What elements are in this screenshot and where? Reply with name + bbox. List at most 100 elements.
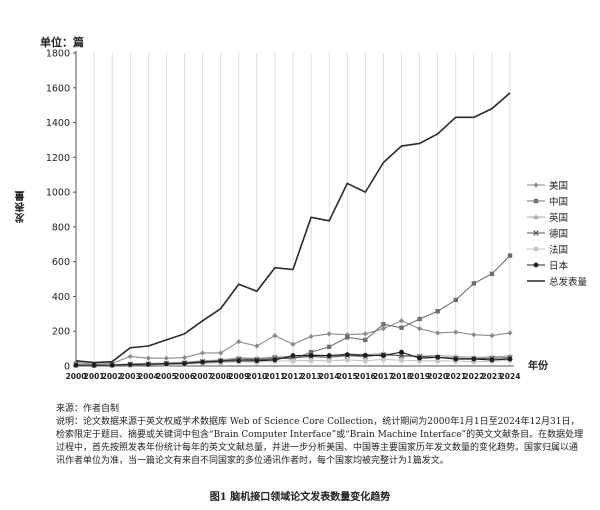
legend-label: 法国: [549, 245, 569, 256]
y-tick-label: 600: [52, 257, 70, 268]
x-tick-label: 2003: [120, 372, 141, 381]
data-point: [435, 358, 440, 363]
data-point: [326, 331, 332, 337]
legend-item: 总发表量: [527, 273, 587, 289]
data-point: [417, 316, 422, 322]
x-tick-label: 2019: [409, 372, 430, 381]
data-point: [200, 359, 205, 365]
legend-swatch: [527, 246, 545, 252]
data-point: [398, 318, 405, 324]
data-point: [435, 330, 441, 336]
data-point: [507, 330, 513, 336]
y-tick-label: 1600: [46, 83, 70, 94]
legend-swatch-marker: [533, 262, 539, 268]
x-tick-label: 2005: [156, 372, 177, 381]
data-point: [489, 271, 495, 277]
x-tick-label: 2012: [283, 372, 304, 381]
data-point: [507, 356, 513, 362]
legend-swatch: [527, 280, 545, 282]
legend-item: 德国: [527, 225, 587, 241]
data-point: [326, 344, 332, 350]
data-point: [363, 358, 368, 363]
data-point: [236, 358, 242, 364]
x-tick-label: 2010: [246, 372, 267, 381]
data-point: [399, 349, 404, 355]
legend-swatch-marker: [533, 182, 539, 188]
data-point: [127, 362, 133, 368]
x-tick-label: 2017: [373, 372, 394, 381]
data-point: [362, 331, 368, 337]
x-tick-label: 2018: [391, 372, 412, 381]
grid-lines: [75, 53, 511, 366]
data-point: [326, 353, 332, 358]
data-point: [127, 353, 133, 360]
legend-item: 法国: [527, 241, 587, 257]
series-5: [73, 349, 513, 368]
x-tick-label: 2020: [427, 372, 448, 381]
legend-swatch-marker: [533, 198, 539, 204]
data-point: [416, 326, 423, 332]
legend-label: 中国: [549, 197, 569, 208]
legend-label: 美国: [549, 181, 569, 192]
data-point: [435, 354, 441, 360]
data-point: [489, 357, 495, 363]
source-note: 来源：作者自制: [56, 404, 120, 414]
y-tick-label: 1800: [46, 49, 70, 60]
data-point: [164, 361, 169, 367]
data-point: [399, 358, 404, 363]
legend-label: 英国: [549, 213, 569, 224]
legend-swatch-marker: [533, 214, 539, 220]
legend-swatch: [527, 214, 545, 220]
data-point: [254, 343, 260, 349]
x-tick-label: 2001: [84, 372, 105, 381]
data-point: [290, 353, 296, 358]
data-point: [345, 335, 350, 340]
data-point: [145, 355, 151, 361]
data-point: [345, 357, 350, 363]
data-point: [290, 358, 296, 363]
legend-label: 总发表量: [549, 277, 588, 288]
x-tick-label: 2000: [66, 372, 87, 381]
data-point: [417, 358, 422, 363]
legend-item: 中国: [527, 193, 587, 209]
legend-swatch: [527, 230, 545, 236]
series-line: [75, 92, 511, 364]
data-point: [507, 253, 513, 258]
x-tick-label: 2009: [228, 372, 249, 381]
legend-swatch-marker: [533, 246, 539, 252]
x-tick-label: 2004: [138, 372, 159, 381]
legend-item: 日本: [527, 257, 587, 273]
x-tick-label: 2015: [337, 372, 358, 381]
data-point: [363, 337, 368, 343]
data-point: [398, 352, 405, 359]
legend-item: 英国: [527, 209, 587, 225]
legend-swatch: [527, 182, 545, 188]
x-tick-label: 2014: [319, 372, 340, 381]
data-point: [290, 341, 296, 347]
data-point: [308, 349, 314, 355]
data-point: [308, 353, 314, 358]
unit-label: 单位：篇: [40, 36, 84, 49]
series-group: [73, 92, 513, 368]
x-tick-label: 2016: [355, 372, 376, 381]
x-tick-label: 2022: [463, 372, 484, 381]
legend-swatch: [527, 198, 545, 204]
data-point: [326, 358, 332, 363]
data-point: [381, 353, 386, 358]
y-tick-label: 1200: [46, 153, 70, 164]
data-point: [218, 350, 224, 356]
legend: 美国中国英国德国法国 日本总发表量: [527, 177, 587, 289]
y-tick-label: 200: [52, 327, 70, 338]
data-point: [380, 326, 387, 332]
data-point: [181, 355, 188, 361]
x-tick-label: 2023: [481, 372, 502, 381]
notes: 来源：作者自制 说明：论文数据来源于英文权威学术数据库 Web of Scien…: [56, 403, 584, 468]
axes: [75, 51, 514, 367]
data-point: [91, 362, 97, 368]
data-point: [453, 356, 459, 362]
data-point: [344, 352, 350, 358]
y-tick-label: 1000: [46, 188, 70, 199]
legend-label: 德国: [549, 229, 569, 240]
data-point: [163, 355, 170, 361]
data-point: [272, 357, 278, 363]
